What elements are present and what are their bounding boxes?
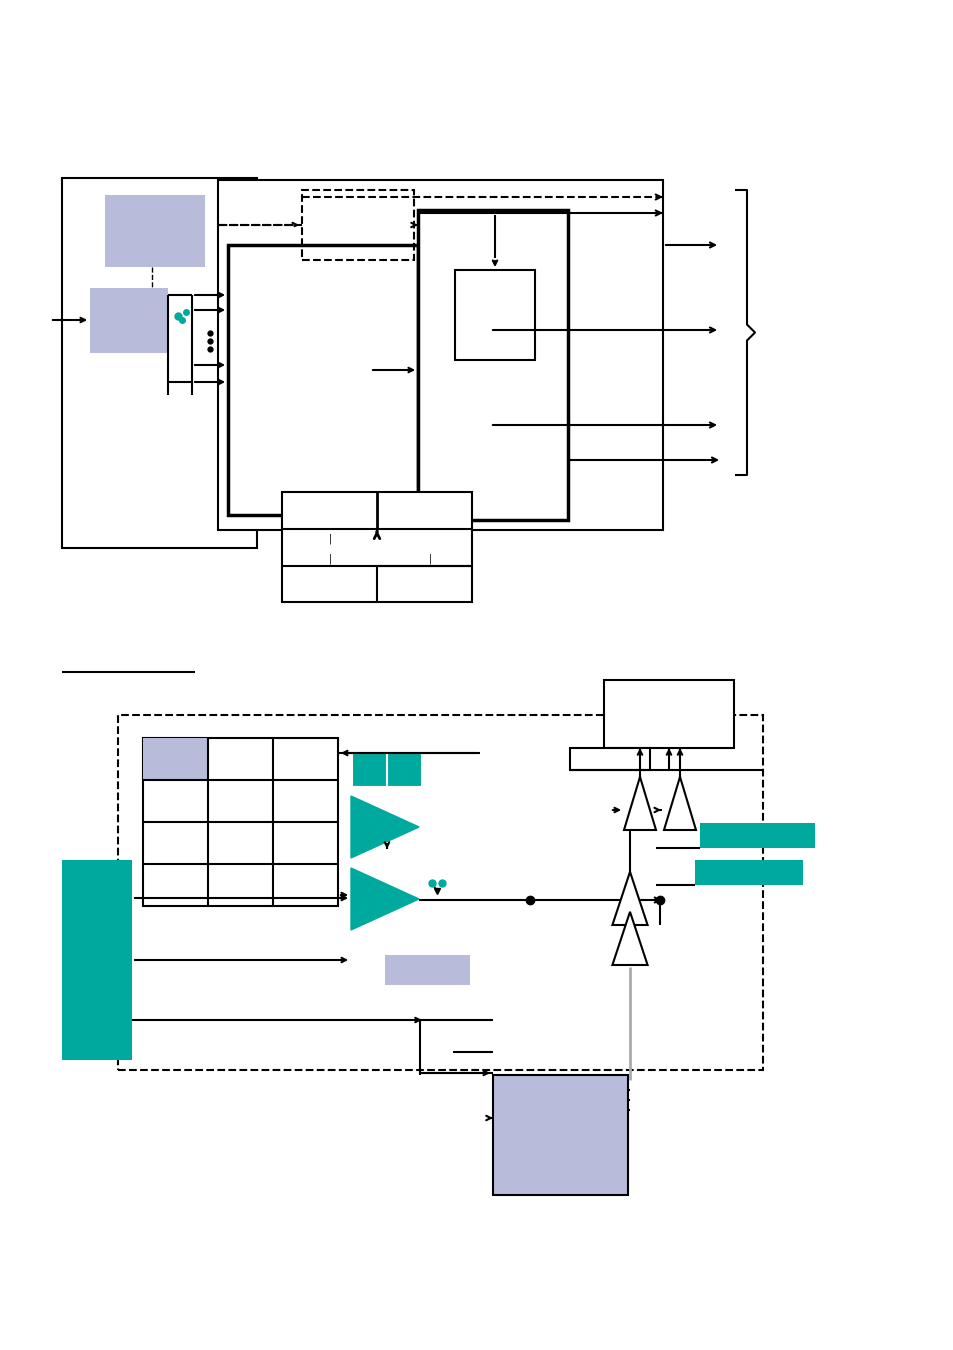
Polygon shape — [623, 776, 656, 830]
Bar — [143, 738, 208, 780]
Bar — [118, 716, 762, 1071]
Bar — [695, 860, 802, 886]
Polygon shape — [351, 868, 418, 930]
Bar — [385, 954, 470, 986]
Bar — [455, 270, 535, 360]
Polygon shape — [612, 911, 647, 965]
Bar — [282, 491, 472, 602]
Bar — [62, 860, 132, 1060]
Polygon shape — [663, 776, 696, 830]
Bar — [105, 194, 205, 267]
Bar — [417, 211, 567, 520]
Bar — [62, 178, 256, 548]
Bar — [603, 680, 733, 748]
Bar — [352, 787, 421, 821]
Text: |: | — [328, 554, 332, 564]
Bar — [302, 190, 414, 261]
Polygon shape — [612, 872, 647, 925]
Bar — [569, 748, 649, 770]
Bar — [493, 1075, 627, 1195]
Bar — [700, 824, 814, 848]
Polygon shape — [351, 796, 418, 859]
Bar — [143, 738, 337, 906]
Bar — [218, 180, 662, 531]
Bar — [228, 244, 417, 514]
Bar — [352, 753, 421, 821]
Bar — [90, 288, 168, 352]
Text: |: | — [328, 533, 332, 544]
Text: |: | — [428, 554, 431, 564]
